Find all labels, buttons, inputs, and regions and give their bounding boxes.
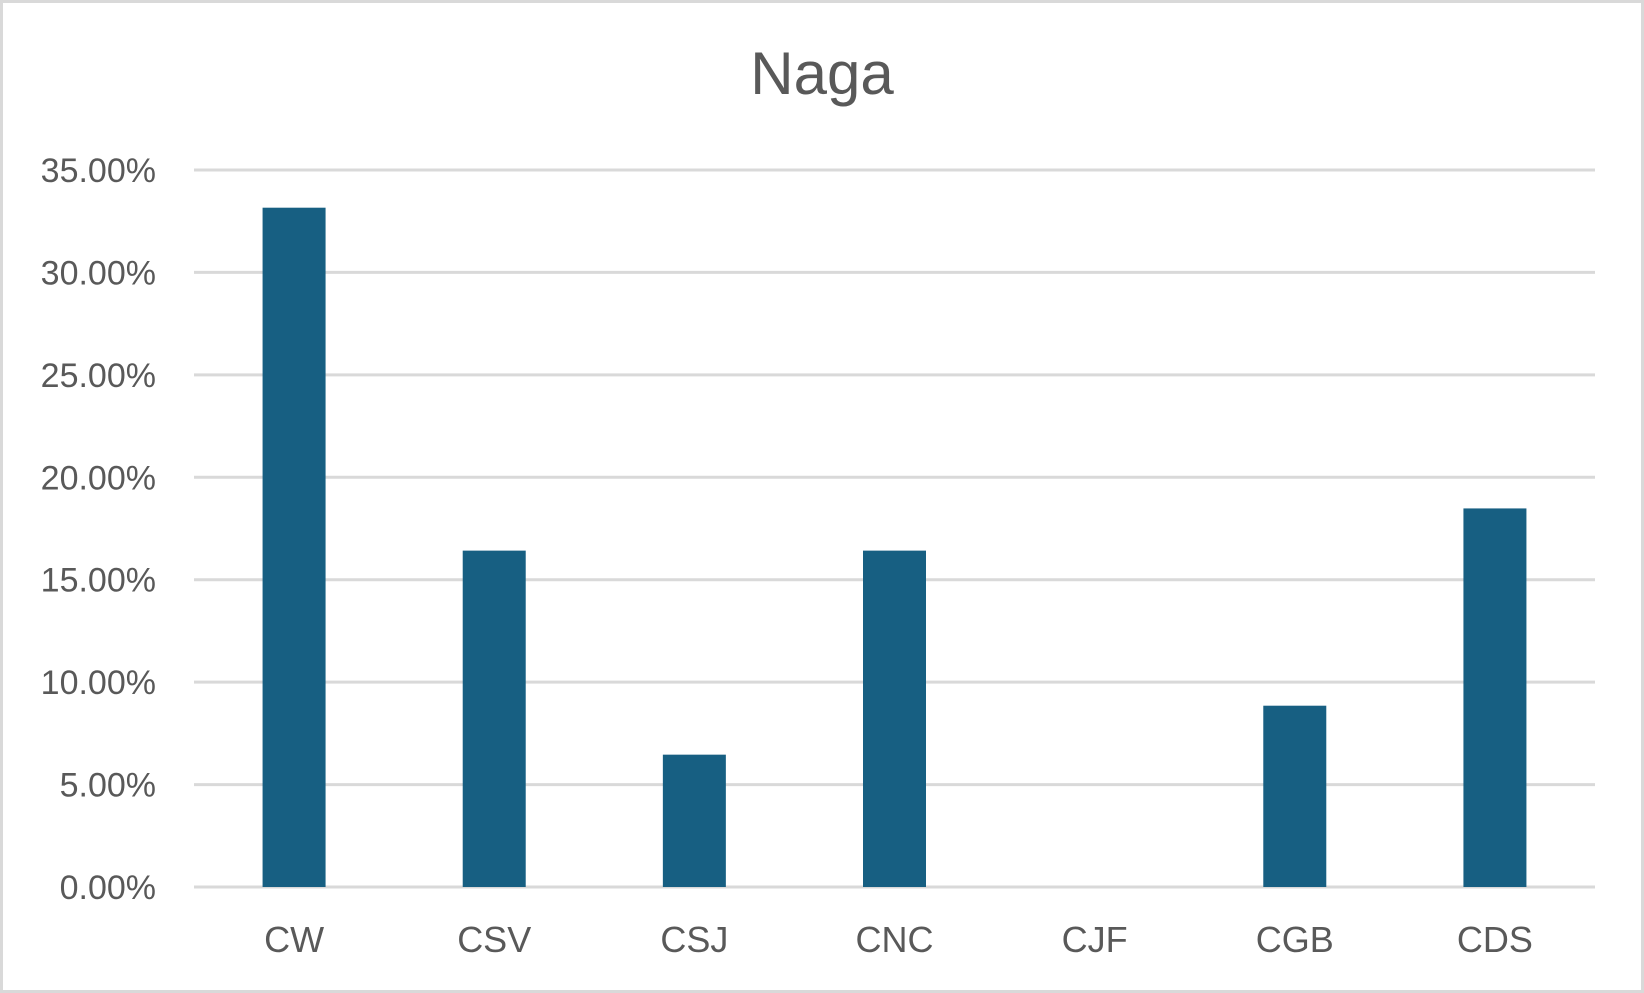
x-category-label: CDS: [1457, 919, 1533, 960]
bar-cw: [262, 207, 326, 887]
chart-title: Naga: [750, 40, 894, 107]
bar-chart-plot: 0.00% 5.00% 10.00% 15.00% 20.00% 25.00% 30.00%…: [41, 152, 1595, 960]
x-category-label: CW: [264, 919, 324, 960]
y-tick-label: 10.00%: [41, 664, 156, 702]
y-tick-label: 35.00%: [41, 152, 156, 190]
bar-cnc: [863, 550, 926, 887]
y-tick-label: 15.00%: [41, 562, 156, 600]
bar-csv: [462, 550, 526, 887]
bars: [262, 207, 1527, 887]
x-axis-category-labels: CW CSV CSJ CNC CJF CGB CDS: [264, 919, 1533, 960]
x-category-label: CSJ: [660, 919, 728, 960]
y-tick-label: 25.00%: [41, 357, 156, 395]
y-tick-label: 0.00%: [60, 869, 156, 907]
x-category-label: CNC: [856, 919, 934, 960]
y-tick-label: 30.00%: [41, 254, 156, 292]
bar-cgb: [1263, 705, 1327, 887]
x-category-label: CSV: [457, 919, 531, 960]
y-tick-label: 20.00%: [41, 459, 156, 497]
y-axis-tick-labels: 0.00% 5.00% 10.00% 15.00% 20.00% 25.00% 30.00%…: [41, 152, 156, 907]
y-tick-label: 5.00%: [60, 767, 156, 805]
x-category-label: CJF: [1062, 919, 1128, 960]
bar-cds: [1463, 508, 1527, 887]
bar-csj: [662, 754, 726, 887]
x-category-label: CGB: [1256, 919, 1334, 960]
